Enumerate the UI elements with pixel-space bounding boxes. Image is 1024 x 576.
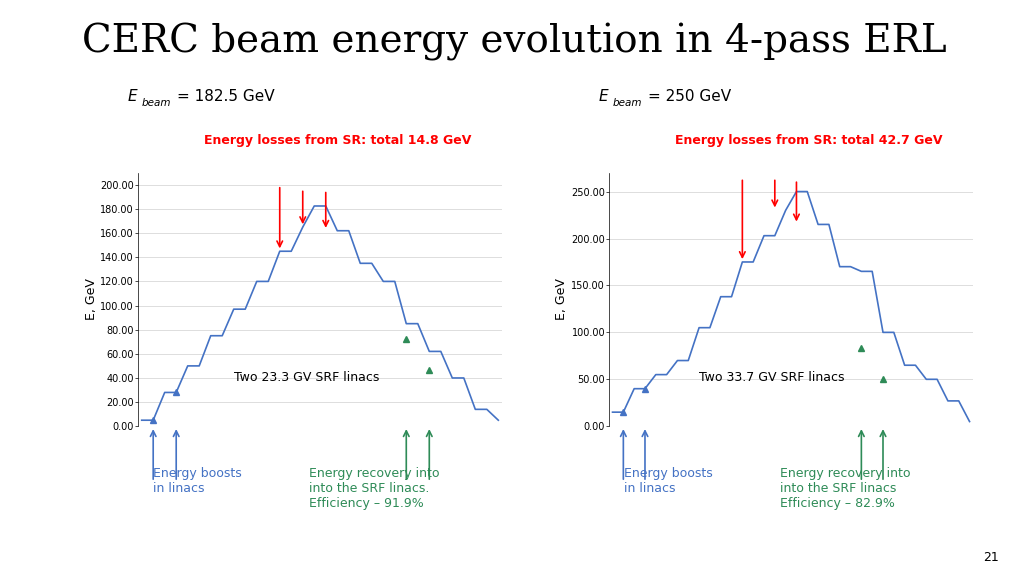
Text: CERC beam energy evolution in 4-pass ERL: CERC beam energy evolution in 4-pass ERL	[82, 23, 946, 61]
Text: Energy losses from SR: total 14.8 GeV: Energy losses from SR: total 14.8 GeV	[205, 134, 472, 147]
Text: beam: beam	[612, 98, 642, 108]
Text: Energy recovery into
into the SRF linacs.
Efficiency – 91.9%: Energy recovery into into the SRF linacs…	[309, 467, 439, 510]
Text: E: E	[599, 89, 608, 104]
Text: 21: 21	[983, 551, 998, 564]
Text: = 182.5 GeV: = 182.5 GeV	[177, 89, 274, 104]
Y-axis label: E, GeV: E, GeV	[85, 279, 97, 320]
Text: Two 33.7 GV SRF linacs: Two 33.7 GV SRF linacs	[699, 371, 845, 384]
Text: Energy boosts
in linacs: Energy boosts in linacs	[153, 467, 242, 495]
Text: beam: beam	[141, 98, 171, 108]
Text: Energy boosts
in linacs: Energy boosts in linacs	[624, 467, 713, 495]
Text: Energy recovery into
into the SRF linacs
Efficiency – 82.9%: Energy recovery into into the SRF linacs…	[780, 467, 910, 510]
Text: E: E	[128, 89, 137, 104]
Text: Energy losses from SR: total 42.7 GeV: Energy losses from SR: total 42.7 GeV	[676, 134, 943, 147]
Text: Two 23.3 GV SRF linacs: Two 23.3 GV SRF linacs	[233, 371, 379, 384]
Y-axis label: E, GeV: E, GeV	[555, 279, 568, 320]
Text: = 250 GeV: = 250 GeV	[648, 89, 731, 104]
